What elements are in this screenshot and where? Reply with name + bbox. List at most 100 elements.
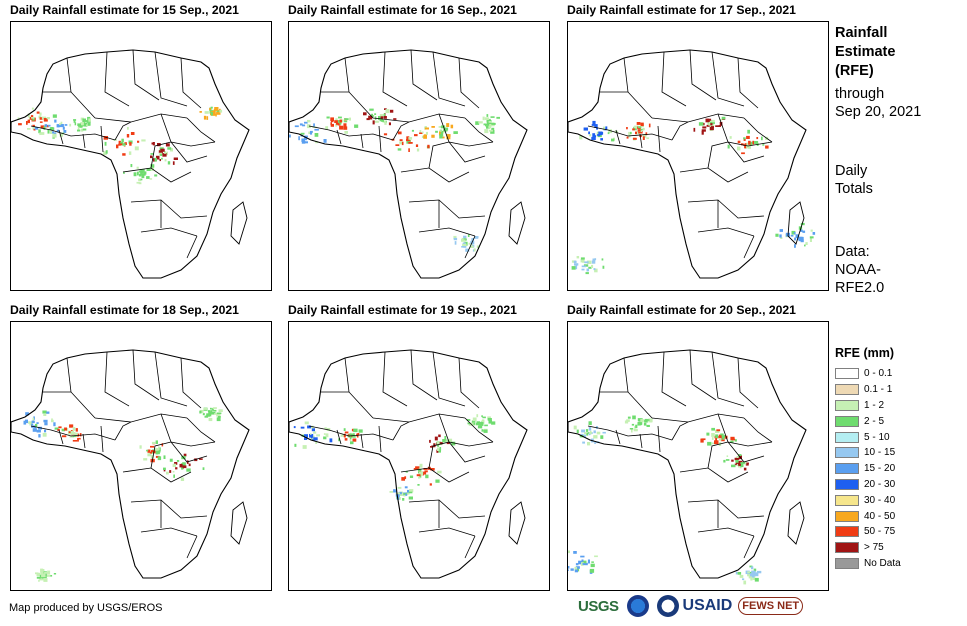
rainfall-cell [780,237,783,239]
rainfall-cell [209,107,211,111]
rainfall-cell [350,441,354,445]
rainfall-cell [80,117,84,121]
rainfall-cell [739,574,744,578]
rainfall-cell [212,110,215,113]
rainfall-cell [44,124,48,127]
rainfall-cell [150,155,153,159]
rainfall-cell [588,432,592,434]
rainfall-cell [693,127,696,132]
rainfall-cell [26,121,28,125]
rainfall-cell [25,419,28,424]
rainfall-cell [43,419,48,423]
rainfall-cell [401,477,405,481]
country-border [615,129,621,145]
rainfall-cell [163,469,166,472]
rainfall-cell [573,425,577,430]
country-border [464,235,476,259]
rainfall-cell [575,265,578,270]
rainfall-cell [573,551,577,554]
rainfall-cell [582,560,587,564]
rainfall-cell [206,413,210,417]
rainfall-cell [205,415,208,418]
rainfall-cell [32,126,35,130]
rainfall-cell [211,412,215,415]
rainfall-cell [40,125,45,129]
rainfall-cell [63,130,67,133]
rainfall-cell [180,477,185,481]
map-panel-6: Daily Rainfall estimate for 20 Sep., 202… [567,303,829,593]
legend-item: 5 - 10 [835,429,915,445]
africa-coastline [568,49,807,279]
rainfall-cell [146,176,150,179]
rainfall-cell [401,141,404,146]
rainfall-cell [163,151,166,154]
rainfall-cell [128,151,132,155]
rainfall-cell [157,448,161,453]
rainfall-cell [149,451,153,454]
rainfall-cell [161,443,164,447]
rainfall-cell [591,136,596,140]
rainfall-cell [419,132,423,134]
legend-label: 40 - 50 [864,510,896,522]
rainfall-cell [167,147,172,150]
rainfall-cell [188,463,191,467]
rainfall-cell [417,468,422,472]
legend-label: 0.1 - 1 [864,384,893,396]
rainfall-cell [434,436,438,441]
rainfall-cell [39,132,42,135]
rainfall-cell [574,569,578,573]
rainfall-cell [217,416,221,418]
rainfall-cell [52,133,57,138]
africa-coastline [11,49,250,279]
rainfall-cell [73,119,77,121]
country-border [743,535,755,559]
rainfall-cell [594,441,596,444]
rainfall-cell [163,455,166,459]
rainfall-cell [79,123,83,127]
rainfall-cell [335,122,338,125]
rainfall-cell [304,434,308,437]
rainfall-cell [206,116,209,120]
rainfall-cell [349,436,352,440]
africa-map [567,21,829,291]
rainfall-cell [580,433,584,437]
map-svg [568,349,807,585]
country-border [66,57,96,119]
rainfall-cell [209,412,212,417]
rainfall-cell [730,440,734,443]
africa-map [288,21,550,291]
rainfall-cell [77,438,79,442]
rainfall-cell [710,123,713,126]
rainfall-cell [304,135,308,138]
rainfall-cell [59,124,64,128]
rainfall-cell [439,442,443,445]
legend-item: 50 - 75 [835,524,915,540]
rainfall-cell [103,136,108,140]
rainfall-cell [443,128,448,132]
rainfall-cell [591,260,596,264]
rainfall-cell [352,433,355,436]
rainfall-cell [62,126,65,130]
rainfall-cell [36,429,41,433]
rainfall-cell [753,568,757,572]
rainfall-cell [103,151,107,155]
rainfall-cell [302,124,306,127]
rainfall-cell [343,433,346,438]
rainfall-cell [715,434,719,439]
rainfall-cell [307,425,312,429]
rainfall-cell [731,459,734,462]
legend-item: 1 - 2 [835,398,915,414]
country-border [378,425,382,453]
rainfall-cell [31,107,34,110]
rainfall-cell [439,447,442,451]
rainfall-cell [149,178,153,180]
rainfall-cell [453,235,457,240]
rainfall-cell [303,136,308,141]
rainfall-cell [80,128,84,132]
rainfall-cell [805,242,808,245]
rainfall-cell [36,576,41,579]
rainfall-cell [800,229,803,232]
rainfall-cell [708,122,711,126]
country-border [410,349,438,401]
rainfall-cell [581,268,585,271]
